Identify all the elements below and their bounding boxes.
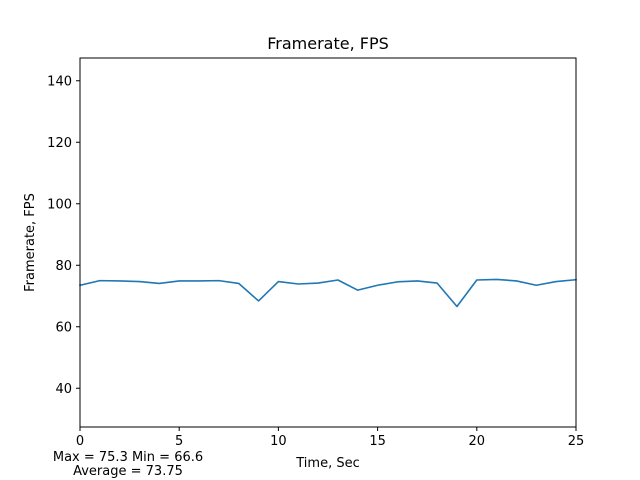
framerate-series-line xyxy=(79,278,577,308)
x-tick-label: 25 xyxy=(568,434,585,449)
chart-title: Framerate, FPS xyxy=(267,34,389,53)
x-tick-label: 5 xyxy=(175,434,183,449)
plot-area: 0 5 10 15 20 25 40 60 80 100 120 140 xyxy=(47,74,584,449)
x-tick-label: 20 xyxy=(469,434,486,449)
x-axis-label: Time, Sec xyxy=(295,456,359,471)
y-tick-label: 60 xyxy=(55,320,72,335)
max-min-annotation: Max = 75.3 Min = 66.6 xyxy=(53,450,203,465)
x-tick-label: 15 xyxy=(369,434,386,449)
y-tick-label: 120 xyxy=(47,136,72,151)
y-tick-label: 140 xyxy=(47,74,72,89)
y-axis-label: Framerate, FPS xyxy=(23,193,38,292)
y-tick-label: 40 xyxy=(55,382,72,397)
y-tick-label: 100 xyxy=(47,197,72,212)
x-tick-label: 0 xyxy=(76,434,84,449)
plot-frame xyxy=(79,57,577,428)
x-tick-label: 10 xyxy=(270,434,287,449)
average-annotation: Average = 73.75 xyxy=(73,464,183,479)
y-tick-label: 80 xyxy=(55,259,72,274)
